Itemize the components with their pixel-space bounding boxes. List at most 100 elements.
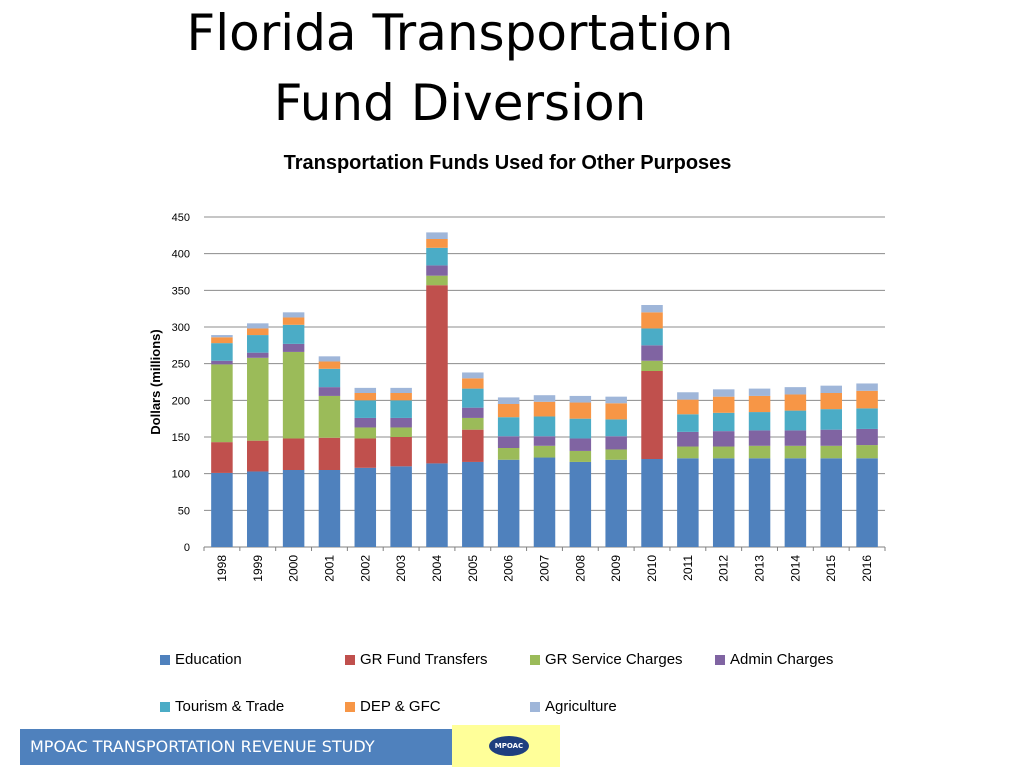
bar-segment bbox=[354, 417, 377, 428]
bar-segment bbox=[211, 364, 233, 443]
bar-segment bbox=[712, 396, 735, 413]
bar-segment bbox=[390, 427, 412, 437]
legend-swatch bbox=[530, 701, 540, 712]
bar-segment bbox=[856, 445, 878, 459]
legend-label: Admin Charges bbox=[730, 651, 834, 668]
bar-segment bbox=[748, 430, 771, 446]
bar-segment bbox=[354, 438, 377, 468]
x-tick-label: 2013 bbox=[753, 555, 767, 582]
bar-segment bbox=[533, 416, 556, 437]
x-tick-label: 2000 bbox=[287, 555, 301, 582]
bar-segment bbox=[426, 463, 448, 547]
bar-segment bbox=[247, 471, 269, 547]
bar-segment bbox=[390, 466, 412, 547]
bar-segment bbox=[641, 459, 663, 547]
bar-segment bbox=[856, 390, 878, 409]
bar-segment bbox=[462, 461, 484, 547]
bar-segment bbox=[641, 328, 663, 346]
bar-segment bbox=[211, 335, 233, 338]
legend-item: DEP & GFC bbox=[345, 698, 441, 715]
legend-label: GR Service Charges bbox=[545, 651, 683, 668]
legend-swatch bbox=[160, 654, 170, 665]
bar-segment bbox=[426, 239, 448, 248]
bar-segment bbox=[497, 436, 520, 448]
legend-item: Agriculture bbox=[530, 698, 617, 715]
x-tick-label: 2010 bbox=[645, 555, 659, 582]
bar-segment bbox=[426, 265, 448, 276]
bar-segment bbox=[497, 448, 520, 460]
x-tick-label: 2006 bbox=[502, 555, 516, 582]
bar-segment bbox=[569, 395, 592, 403]
bar-segment bbox=[820, 429, 842, 446]
bar-segment bbox=[605, 436, 627, 450]
legend-swatch bbox=[345, 701, 355, 712]
bar-segment bbox=[712, 446, 735, 459]
y-tick-label: 150 bbox=[172, 432, 190, 444]
bar-segment bbox=[318, 361, 341, 369]
legend-item: Tourism & Trade bbox=[160, 698, 284, 715]
y-tick-label: 450 bbox=[172, 212, 190, 224]
bar-segment bbox=[748, 445, 771, 459]
bar-segment bbox=[318, 368, 341, 388]
bar-segment bbox=[856, 428, 878, 446]
bar-segment bbox=[282, 351, 305, 439]
bar-segment bbox=[605, 396, 627, 404]
bar-segment bbox=[677, 431, 699, 447]
bar-segment bbox=[569, 418, 592, 439]
x-tick-label: 2002 bbox=[358, 555, 372, 582]
bar-segment bbox=[390, 393, 412, 401]
slide-title-line1: Florida Transportation bbox=[186, 4, 734, 62]
bar-segment bbox=[211, 343, 233, 361]
bar-segment bbox=[641, 305, 663, 313]
x-tick-label: 2003 bbox=[394, 555, 408, 582]
y-tick-label: 300 bbox=[172, 322, 190, 334]
bar-segment bbox=[677, 399, 699, 415]
bar-segment bbox=[856, 458, 878, 547]
legend-swatch bbox=[160, 701, 170, 712]
legend-label: Tourism & Trade bbox=[175, 698, 285, 715]
bar-segment bbox=[247, 357, 269, 441]
bar-segment bbox=[605, 459, 627, 547]
y-tick-label: 350 bbox=[172, 285, 190, 297]
legend-swatch bbox=[715, 654, 725, 665]
y-tick-label: 200 bbox=[172, 395, 190, 407]
bar-segment bbox=[497, 404, 520, 418]
x-tick-label: 2016 bbox=[860, 555, 874, 582]
legend-label: Education bbox=[175, 651, 242, 668]
y-tick-label: 0 bbox=[184, 542, 190, 554]
bar-segment bbox=[569, 450, 592, 462]
legend-label: GR Fund Transfers bbox=[360, 651, 488, 668]
bar-segment bbox=[390, 417, 412, 428]
bar-segment bbox=[462, 407, 484, 418]
bar-segment bbox=[784, 458, 807, 547]
legend-item: GR Service Charges bbox=[530, 651, 683, 668]
x-tick-label: 2011 bbox=[681, 555, 695, 581]
bar-segment bbox=[784, 387, 807, 395]
bar-segment bbox=[748, 458, 771, 547]
bar-segment bbox=[497, 397, 520, 404]
slide-title-line2: Fund Diversion bbox=[273, 74, 647, 132]
x-tick-label: 2014 bbox=[788, 555, 802, 582]
chart-title: Transportation Funds Used for Other Purp… bbox=[283, 152, 732, 174]
y-tick-label: 250 bbox=[172, 359, 190, 371]
bar-segment bbox=[462, 429, 484, 462]
x-tick-label: 2009 bbox=[609, 555, 623, 582]
bar-segment bbox=[641, 345, 663, 361]
bar-segment bbox=[318, 387, 341, 396]
y-tick-label: 50 bbox=[178, 505, 190, 517]
legend-item: Admin Charges bbox=[715, 651, 833, 668]
bar-segment bbox=[211, 442, 233, 473]
bar-segment bbox=[211, 337, 233, 344]
bar-segment bbox=[748, 395, 771, 413]
bar-segment bbox=[605, 449, 627, 460]
bar-segment bbox=[390, 437, 412, 467]
bar-segment bbox=[784, 394, 807, 411]
bar-segment bbox=[569, 438, 592, 451]
x-tick-label: 1998 bbox=[215, 555, 229, 582]
y-axis-label: Dollars (millions) bbox=[148, 329, 163, 434]
bar-segment bbox=[641, 312, 663, 329]
legend-item: Education bbox=[160, 651, 242, 668]
legend-label: Agriculture bbox=[545, 698, 617, 715]
bar-segment bbox=[605, 419, 627, 437]
